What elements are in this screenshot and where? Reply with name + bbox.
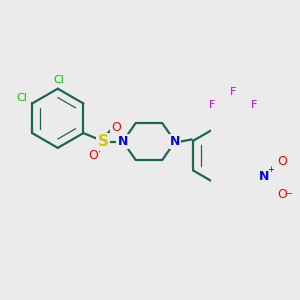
Text: O: O: [278, 188, 287, 201]
Text: N: N: [118, 135, 128, 148]
Text: +: +: [267, 165, 274, 174]
Text: O: O: [88, 149, 98, 162]
Text: O: O: [278, 155, 287, 169]
Text: S: S: [98, 134, 109, 149]
Text: F: F: [251, 100, 257, 110]
Text: Cl: Cl: [17, 93, 28, 103]
Text: N: N: [170, 135, 180, 148]
Text: O: O: [111, 121, 121, 134]
Text: F: F: [208, 100, 215, 110]
Text: F: F: [230, 87, 236, 97]
Text: N: N: [259, 169, 269, 183]
Text: −: −: [285, 189, 293, 200]
Text: Cl: Cl: [54, 75, 64, 85]
